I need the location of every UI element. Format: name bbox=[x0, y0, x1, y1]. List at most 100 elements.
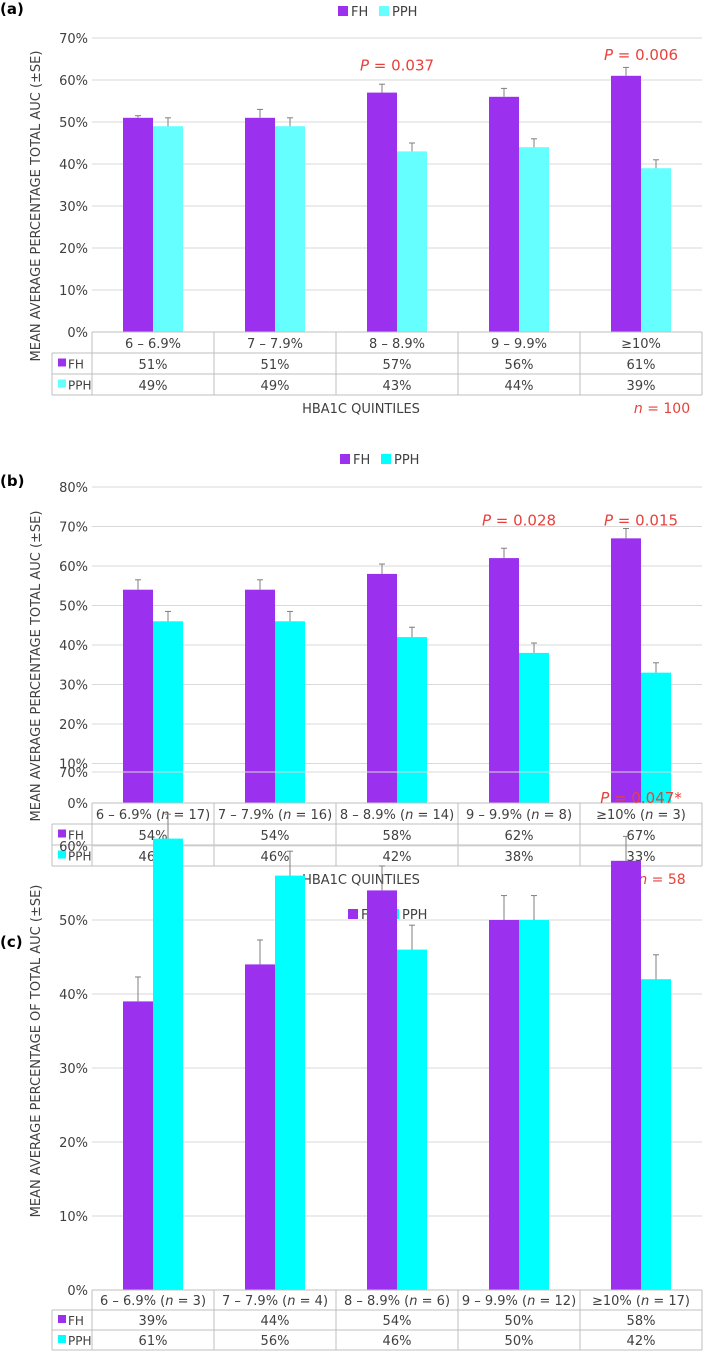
panel-a-bar-pph bbox=[275, 126, 305, 332]
panel-b-ytick-label: 50% bbox=[59, 600, 88, 615]
panel-b-bar-fh bbox=[245, 589, 275, 803]
panel-c-data-label-pph: 61% bbox=[139, 1334, 168, 1349]
panel-a-ytick-label: 10% bbox=[59, 284, 88, 299]
panel-c-ytick-label: 40% bbox=[59, 988, 88, 1003]
panel-c-legend-label-pph: PPH bbox=[402, 908, 427, 923]
panel-b-bar-fh bbox=[489, 558, 519, 803]
panel-b-category-label: 8 – 8.9% (n = 14) bbox=[340, 808, 454, 823]
panel-b-ytick-label: 0% bbox=[67, 797, 88, 812]
panel-c-bar-pph bbox=[275, 875, 305, 1290]
panel-a-table-series-name: PPH bbox=[68, 379, 92, 393]
panel-b-label: (b) bbox=[0, 472, 24, 490]
panel-b-table-swatch-pph bbox=[58, 850, 66, 859]
panel-c-ytick-label: 20% bbox=[59, 1136, 88, 1151]
panel-c-bar-fh bbox=[489, 920, 519, 1290]
panel-a-category-label: 9 – 9.9% bbox=[491, 337, 547, 352]
panel-c-bar-pph bbox=[519, 920, 549, 1290]
panel-a-bar-fh bbox=[489, 96, 519, 332]
panel-a-data-label-fh: 61% bbox=[627, 358, 656, 373]
panel-b-bar-pph bbox=[397, 637, 427, 803]
panel-a-data-label-fh: 51% bbox=[139, 358, 168, 373]
panel-b-bar-fh bbox=[123, 589, 153, 803]
panel-a-ytick-label: 40% bbox=[59, 158, 88, 173]
panel-a-bar-pph bbox=[153, 126, 183, 332]
panel-b-bar-pph bbox=[153, 621, 183, 803]
panel-b-table-swatch-fh bbox=[58, 829, 66, 838]
panel-a-data-label-pph: 43% bbox=[383, 379, 412, 394]
panel-c-ytick-label: 60% bbox=[59, 840, 88, 855]
panel-a-bar-fh bbox=[123, 117, 153, 332]
panel-b-bar-fh bbox=[367, 573, 397, 803]
panel-a-y-axis-title: MEAN AVERAGE PERCENTAGE TOTAL AUC (±SE) bbox=[29, 51, 44, 362]
panel-a-sample-size-label: n = 100 bbox=[634, 401, 690, 417]
panel-a-data-label-pph: 49% bbox=[261, 379, 290, 394]
panel-a-p-value-annotation: P = 0.037 bbox=[360, 56, 434, 74]
panel-c-bar-fh bbox=[245, 964, 275, 1290]
panel-b-p-value-annotation: P = 0.015 bbox=[604, 512, 678, 530]
panel-a-table-swatch-fh bbox=[58, 358, 66, 367]
panel-b-category-label: ≥10% (n = 3) bbox=[596, 808, 686, 823]
panel-c-bar-fh bbox=[123, 1001, 153, 1290]
panel-b-bar-pph bbox=[519, 652, 549, 803]
panel-c-data-label-pph: 50% bbox=[505, 1334, 534, 1349]
panel-b-category-label: 9 – 9.9% (n = 8) bbox=[466, 808, 572, 823]
panel-a-bar-pph bbox=[519, 147, 549, 332]
panel-b-table-series-name: FH bbox=[68, 829, 84, 843]
panel-c-data-label-pph: 56% bbox=[261, 1334, 290, 1349]
panel-c-category-label: 8 – 8.9% (n = 6) bbox=[344, 1294, 450, 1309]
panel-c-category-label: 9 – 9.9% (n = 12) bbox=[462, 1294, 576, 1309]
panel-a-table-series-name: FH bbox=[68, 358, 84, 372]
panel-b-ytick-label: 30% bbox=[59, 679, 88, 694]
panel-c-category-label: 6 – 6.9% (n = 3) bbox=[100, 1294, 206, 1309]
panel-c-data-label-fh: 39% bbox=[139, 1314, 168, 1329]
panel-c-bar-pph bbox=[641, 979, 671, 1290]
panel-b-y-axis-title: MEAN AVERAGE PERCENTAGE TOTAL AUC (±SE) bbox=[29, 511, 44, 822]
panel-b-legend-label-fh: FH bbox=[353, 453, 370, 468]
panel-b-legend-swatch-pph bbox=[381, 454, 391, 464]
panel-b-x-axis-title: HBA1C QUINTILES bbox=[302, 873, 420, 888]
panel-c-data-label-pph: 42% bbox=[627, 1334, 656, 1349]
panel-a-bar-pph bbox=[397, 151, 427, 332]
panel-a-data-label-pph: 39% bbox=[627, 379, 656, 394]
panel-b-bar-pph bbox=[275, 621, 305, 803]
panel-a-bar-fh bbox=[611, 75, 641, 333]
panel-b-ytick-label: 10% bbox=[59, 758, 88, 773]
panel-a-data-label-pph: 44% bbox=[505, 379, 534, 394]
panel-a-ytick-label: 50% bbox=[59, 116, 88, 131]
panel-c-category-label: ≥10% (n = 17) bbox=[592, 1294, 690, 1309]
panel-a-data-label-pph: 49% bbox=[139, 379, 168, 394]
panel-c-data-label-fh: 44% bbox=[261, 1314, 290, 1329]
panel-c-bar-pph bbox=[153, 838, 183, 1290]
panel-a-ytick-label: 30% bbox=[59, 200, 88, 215]
panel-a-table-swatch-pph bbox=[58, 379, 66, 388]
panel-c-data-label-fh: 54% bbox=[383, 1314, 412, 1329]
panel-b-sample-size-label: n = 58 bbox=[638, 872, 685, 888]
panel-b-data-label-fh: 67% bbox=[627, 829, 656, 844]
panel-a-ytick-label: 0% bbox=[67, 326, 88, 341]
panel-c-table-swatch-pph bbox=[58, 1335, 66, 1343]
panel-a-legend-label-pph: PPH bbox=[392, 5, 417, 20]
panel-a-category-label: 7 – 7.9% bbox=[247, 337, 303, 352]
panel-b-data-label-pph: 46% bbox=[261, 850, 290, 865]
panel-c-bar-pph bbox=[397, 949, 427, 1290]
panel-b-category-label: 7 – 7.9% (n = 16) bbox=[218, 808, 332, 823]
panel-b-ytick-label: 40% bbox=[59, 639, 88, 654]
panel-a-ytick-label: 60% bbox=[59, 74, 88, 89]
panel-c-legend-swatch-fh bbox=[348, 909, 358, 919]
panel-c-y-axis-title: MEAN AVERAGE PERCENTAGE OF TOTAL AUC (±S… bbox=[29, 885, 44, 1218]
panel-b-data-label-pph: 38% bbox=[505, 850, 534, 865]
panel-c-data-label-pph: 46% bbox=[383, 1334, 412, 1349]
panel-a-data-label-fh: 57% bbox=[383, 358, 412, 373]
panel-c-p-value-annotation: P = 0.047* bbox=[600, 789, 682, 807]
panel-b-legend-swatch-fh bbox=[340, 454, 350, 464]
panel-c-data-label-fh: 50% bbox=[505, 1314, 534, 1329]
panel-b-p-value-annotation: P = 0.028 bbox=[482, 512, 556, 530]
panel-c-bar-fh bbox=[611, 860, 641, 1290]
panel-a-category-label: 8 – 8.9% bbox=[369, 337, 425, 352]
panel-a-bar-pph bbox=[641, 168, 671, 332]
panel-b-ytick-label: 60% bbox=[59, 560, 88, 575]
panel-a-ytick-label: 20% bbox=[59, 242, 88, 257]
panel-b-ytick-label: 80% bbox=[59, 481, 88, 496]
panel-a-label: (a) bbox=[0, 0, 24, 18]
